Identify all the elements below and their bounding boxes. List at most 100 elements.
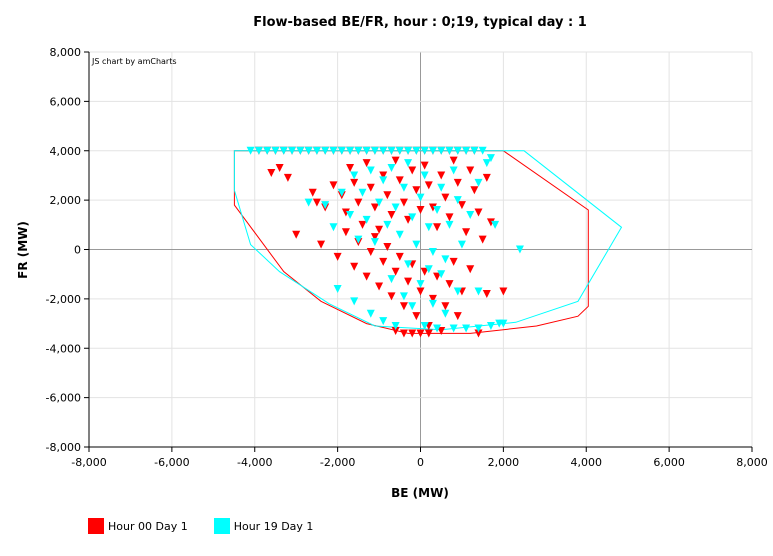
legend-item-hour-00[interactable]: Hour 00 Day 1: [88, 518, 188, 534]
data-point-series-0: [482, 173, 491, 182]
data-point-series-0: [416, 329, 425, 338]
data-point-series-1: [391, 322, 400, 331]
data-point-series-1: [263, 146, 272, 155]
data-point-series-1: [387, 146, 396, 155]
data-point-series-1: [470, 146, 479, 155]
legend-label-hour-00: Hour 00 Day 1: [108, 519, 188, 533]
y-tick-label: 8,000: [50, 46, 82, 59]
data-point-series-0: [391, 156, 400, 165]
data-point-series-1: [482, 159, 491, 168]
data-point-series-1: [408, 302, 417, 311]
x-tick-label: 8,000: [736, 456, 768, 469]
data-point-series-1: [312, 146, 321, 155]
data-point-series-1: [271, 146, 280, 155]
legend-item-hour-19[interactable]: Hour 19 Day 1: [213, 518, 313, 534]
data-point-series-0: [412, 312, 421, 321]
data-point-series-0: [408, 166, 417, 175]
data-point-series-1: [412, 146, 421, 155]
data-point-series-0: [346, 164, 355, 173]
data-point-series-1: [404, 159, 413, 168]
data-point-series-1: [486, 322, 495, 331]
y-tick-label: 2,000: [50, 194, 82, 207]
data-point-series-0: [275, 164, 284, 173]
data-point-series-0: [466, 265, 475, 274]
data-point-series-0: [395, 252, 404, 261]
y-axis-title: FR (MW): [16, 221, 30, 279]
data-point-series-1: [428, 299, 437, 308]
data-point-series-1: [254, 146, 263, 155]
data-point-series-0: [404, 277, 413, 286]
tick-labels: -8,000 -6,000 -4,000 -2,000 0 2,000 4,000 6,000…: [46, 46, 768, 469]
data-point-series-1: [350, 297, 359, 306]
data-point-series-1: [433, 324, 442, 333]
chart-title: Flow-based BE/FR, hour : 0;19, typical d…: [253, 15, 587, 30]
data-point-series-0: [391, 326, 400, 335]
data-point-series-0: [395, 176, 404, 185]
data-point-series-1: [399, 183, 408, 192]
data-point-series-0: [449, 156, 458, 165]
data-point-series-1: [416, 280, 425, 289]
data-point-series-1: [428, 146, 437, 155]
data-point-series-1: [412, 240, 421, 249]
x-tick-label: 2,000: [488, 456, 520, 469]
data-point-series-1: [354, 235, 363, 244]
data-point-series-0: [341, 228, 350, 237]
data-point-series-1: [337, 146, 346, 155]
data-point-series-0: [499, 287, 508, 296]
data-point-series-1: [362, 215, 371, 224]
data-point-series-1: [420, 146, 429, 155]
data-point-series-1: [288, 146, 297, 155]
data-point-series-0: [391, 267, 400, 276]
data-points: [246, 146, 524, 338]
data-point-series-1: [441, 309, 450, 318]
data-point-series-1: [449, 166, 458, 175]
data-point-series-0: [437, 171, 446, 180]
data-point-series-0: [350, 262, 359, 271]
data-point-series-1: [462, 146, 471, 155]
y-tick-label: -4,000: [46, 342, 81, 355]
data-point-series-0: [341, 208, 350, 217]
y-tick-label: 6,000: [50, 95, 82, 108]
y-tick-label: -2,000: [46, 293, 81, 306]
data-point-series-0: [478, 235, 487, 244]
data-point-series-0: [453, 312, 462, 321]
data-point-series-1: [354, 146, 363, 155]
data-point-series-0: [416, 206, 425, 214]
data-point-series-1: [391, 203, 400, 212]
data-point-series-0: [482, 289, 491, 298]
data-point-series-0: [366, 247, 375, 256]
data-point-series-1: [424, 223, 433, 232]
data-point-series-1: [387, 275, 396, 284]
x-tick-label: -6,000: [154, 456, 189, 469]
data-point-series-1: [279, 146, 288, 155]
x-tick-label: 4,000: [571, 456, 603, 469]
data-point-series-1: [337, 188, 346, 197]
data-point-series-1: [304, 146, 313, 155]
data-point-series-1: [346, 210, 355, 219]
data-point-series-1: [362, 146, 371, 155]
y-tick-label: 4,000: [50, 145, 82, 158]
data-point-series-1: [437, 270, 446, 279]
domain-polygon-series-0: [233, 150, 589, 334]
data-point-series-1: [304, 198, 313, 207]
y-tick-label: 0: [74, 244, 81, 257]
data-point-series-1: [383, 220, 392, 229]
data-point-series-1: [375, 198, 384, 207]
data-point-series-0: [399, 198, 408, 207]
data-point-series-1: [428, 247, 437, 256]
data-point-series-1: [296, 146, 305, 155]
data-point-series-1: [420, 322, 429, 331]
data-point-series-1: [453, 146, 462, 155]
data-point-series-0: [428, 294, 437, 303]
data-point-series-1: [387, 164, 396, 173]
data-point-series-0: [370, 233, 379, 242]
data-point-series-1: [424, 265, 433, 274]
data-point-series-0: [462, 228, 471, 237]
data-point-series-1: [346, 146, 355, 155]
data-point-series-0: [433, 223, 442, 232]
data-point-series-1: [399, 292, 408, 301]
data-point-series-1: [474, 178, 483, 187]
data-point-series-1: [395, 230, 404, 239]
data-point-series-0: [333, 252, 342, 261]
data-point-series-1: [379, 317, 388, 326]
